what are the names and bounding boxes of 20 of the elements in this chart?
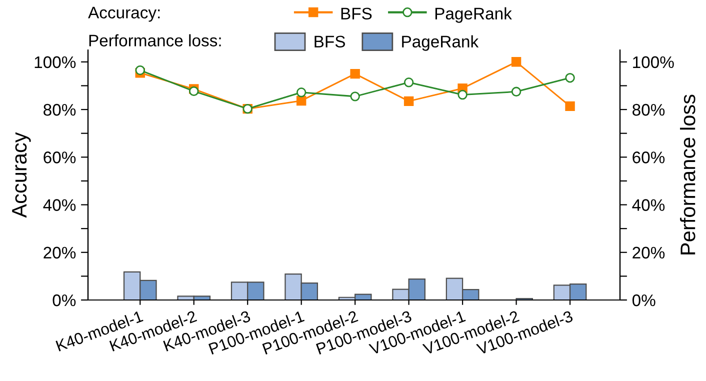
text: Performance loss:	[89, 34, 221, 46]
y2-tick-label: 60%	[632, 152, 665, 164]
y2-tick-label: 40%	[632, 199, 665, 211]
text: Accuracy:	[88, 6, 160, 22]
y-tick-label: 80%	[44, 104, 76, 116]
y2-tick-label: 0%	[632, 294, 656, 306]
legend-label: BFS	[314, 36, 345, 48]
y-tick-label: 0%	[52, 294, 76, 306]
y2-tick-label: 100%	[633, 56, 674, 68]
y2-axis-title: Performance loss	[680, 94, 696, 254]
y2-tick-label: 20%	[632, 246, 665, 259]
y-axis-title: Accuracy	[12, 132, 31, 218]
y-tick-label: 20%	[44, 246, 76, 259]
legend-label: BFS	[341, 8, 372, 20]
legend-label: PageRank	[402, 35, 479, 51]
y-tick-label: 40%	[43, 199, 76, 211]
y-tick-label: 60%	[44, 152, 76, 164]
legend-label: PageRank	[435, 7, 512, 23]
y-tick-label: 100%	[34, 56, 76, 68]
y2-tick-label: 80%	[632, 104, 665, 116]
